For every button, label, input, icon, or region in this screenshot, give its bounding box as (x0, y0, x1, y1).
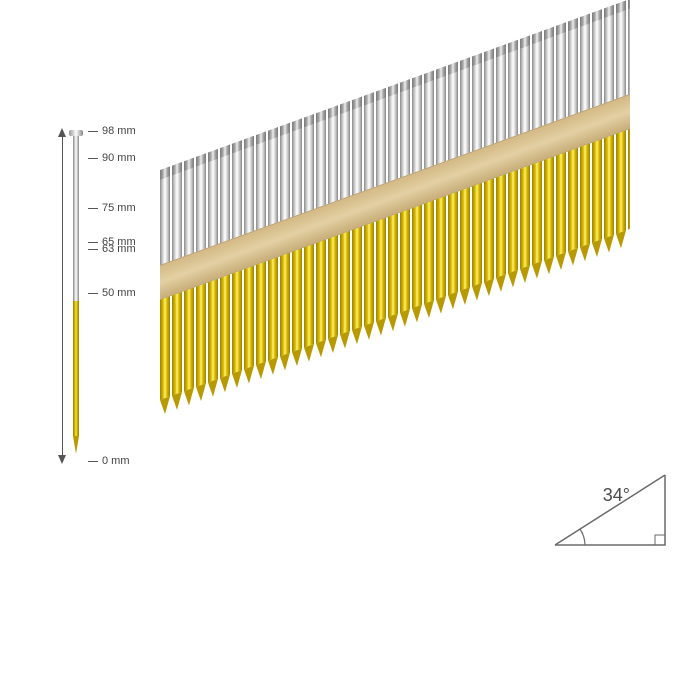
nail-tip-icon (472, 283, 482, 303)
nail-tip-icon (172, 392, 182, 412)
nail-tip-icon (292, 348, 302, 368)
nail-shaft-upper (73, 136, 79, 301)
nail-tip-icon (484, 278, 494, 298)
nail-tip-icon (268, 357, 278, 377)
single-nail (72, 130, 80, 460)
ruler-tick-label: 75 mm (102, 202, 136, 214)
nail-tip-icon (73, 436, 79, 454)
nail-tip-icon (496, 274, 506, 294)
nail-tip-icon (436, 296, 446, 316)
nail-tip-icon (388, 313, 398, 333)
nail-tip-icon (400, 309, 410, 329)
nail-tip-icon (280, 353, 290, 373)
ruler-tick-label: 63 mm (102, 243, 136, 255)
nail-tip-icon (340, 331, 350, 351)
nail-tip-icon (316, 340, 326, 360)
nail-tip-icon (532, 261, 542, 281)
nail-tip-icon (412, 305, 422, 325)
nail-tip-icon (508, 270, 518, 290)
nail-tip-icon (364, 322, 374, 342)
ruler-tick (88, 249, 98, 250)
nail-tip-icon (460, 287, 470, 307)
nail-tip-icon (256, 361, 266, 381)
ruler-arrow-down-icon (58, 455, 66, 464)
angle-label: 34° (603, 485, 630, 506)
ruler-tick (88, 158, 98, 159)
ruler-arrow-up-icon (58, 128, 66, 137)
strip-body (160, 0, 630, 400)
nail-tip-icon (448, 292, 458, 312)
nail-tip-icon (220, 375, 230, 395)
ruler-tick-label: 90 mm (102, 152, 136, 164)
nail-tip-icon (568, 248, 578, 268)
ruler-tick (88, 131, 98, 132)
nail-tip-icon (580, 243, 590, 263)
nail-shaft-lower (73, 301, 79, 436)
nail-tip-icon (304, 344, 314, 364)
ruler-tick (88, 208, 98, 209)
height-ruler: 98 mm90 mm75 mm65 mm63 mm50 mm0 mm (56, 128, 57, 464)
nail-tip-icon (328, 335, 338, 355)
nail-tip-icon (604, 235, 614, 255)
nail-tip-icon (424, 300, 434, 320)
nail-tip-icon (520, 265, 530, 285)
nail-tip-icon (160, 396, 170, 416)
ruler-tick-label: 0 mm (102, 455, 130, 467)
ruler-tick (88, 293, 98, 294)
nail-tip-icon (232, 370, 242, 390)
nail-tip-icon (556, 252, 566, 272)
ruler-tick-label: 98 mm (102, 125, 136, 137)
nail-tip-icon (592, 239, 602, 259)
diagram-root: 98 mm90 mm75 mm65 mm63 mm50 mm0 mm 34° (0, 0, 700, 700)
nail-tip-icon (196, 383, 206, 403)
ruler-tick (88, 461, 98, 462)
nail-tip-icon (244, 366, 254, 386)
ruler-tick (88, 242, 98, 243)
nail-tip-icon (352, 326, 362, 346)
nail-tip-icon (208, 379, 218, 399)
nail-tip-icon (184, 388, 194, 408)
nail-tip-icon (544, 257, 554, 277)
nail-tip-icon (376, 318, 386, 338)
ruler-axis (62, 134, 63, 458)
nail-tip-icon (616, 230, 626, 250)
ruler-tick-label: 50 mm (102, 287, 136, 299)
angle-diagram: 34° (550, 460, 670, 550)
